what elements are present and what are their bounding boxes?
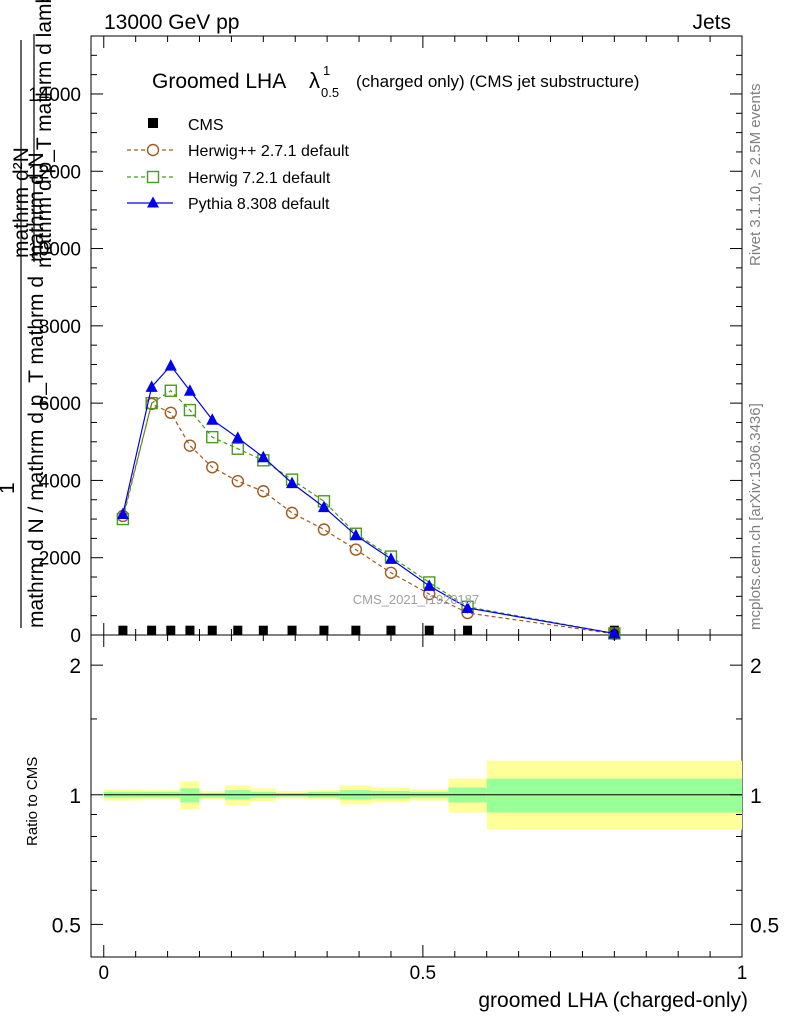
legend: CMS Herwig++ 2.7.1 default Herwig 7.2.1 …	[127, 117, 350, 213]
data-point-pythia-8-308-default	[164, 359, 177, 371]
series-pythia-8-308-default	[116, 359, 621, 639]
title-main: Groomed LHA	[152, 70, 286, 93]
main-axis-ticks: 0 2000 4000 6000 8000 10000 12000 14000	[28, 35, 743, 647]
title-subscript: 0.5	[321, 85, 339, 100]
data-point-herwig-7-2-1-default	[164, 384, 177, 397]
data-point-cms	[258, 625, 268, 635]
data-point-cms	[351, 625, 361, 635]
data-point-pythia-8-308-default	[423, 579, 436, 591]
data-point-cms	[185, 625, 195, 635]
data-point-cms	[233, 625, 243, 635]
ratio-ytick-label-right: 0.5	[750, 914, 779, 937]
mcplots-credit-text: mcplots.cern.ch [arXiv:1306.3436]	[747, 403, 764, 630]
ratio-ytick-label-left: 1	[69, 785, 81, 808]
ratio-ytick-label-left: 0.5	[52, 914, 81, 937]
legend-label-cms: CMS	[188, 117, 224, 134]
data-point-pythia-8-308-default	[257, 450, 270, 463]
x-tick-label: 0	[98, 963, 109, 984]
ylabel-top-denominator: mathrm d p_T mathrm d lambda	[33, 0, 56, 268]
data-point-cms	[287, 625, 297, 635]
ratio-ytick-label-right: 1	[750, 785, 762, 808]
analysis-watermark: CMS_2021_I1920187	[353, 592, 480, 607]
ratio-axis-ticks: 0.5 0.5 1 1 2 2 0 0.5 1	[52, 635, 779, 984]
data-point-cms	[147, 625, 157, 635]
data-point-pythia-8-308-default	[286, 476, 299, 489]
series-herwig-2-7-1-default	[116, 397, 621, 641]
ratio-band-inner	[486, 778, 742, 813]
main-ytick-label: 6000	[39, 394, 81, 415]
main-ytick-label: 10000	[28, 240, 81, 261]
data-point-herwig-2-7-1-default	[257, 485, 270, 498]
data-point-herwig-7-2-1-default	[183, 403, 197, 417]
data-point-cms	[118, 625, 128, 635]
data-point-herwig-2-7-1-default	[349, 543, 363, 556]
data-point-cms	[463, 625, 473, 635]
data-point-pythia-8-308-default	[116, 507, 129, 520]
data-point-herwig-2-7-1-default	[384, 566, 398, 579]
legend-label-herwigpp: Herwig++ 2.7.1 default	[188, 143, 350, 160]
legend-label-pythia: Pythia 8.308 default	[188, 196, 330, 213]
main-ytick-label: 4000	[39, 471, 81, 492]
ratio-y-label: Ratio to CMS	[24, 757, 41, 846]
header-left: 13000 GeV pp	[104, 11, 239, 34]
legend-marker-pythia	[147, 196, 159, 208]
data-point-herwig-2-7-1-default	[183, 439, 197, 452]
main-series-layer	[116, 359, 621, 641]
main-ytick-label: 8000	[39, 317, 81, 338]
data-point-herwig-2-7-1-default	[231, 474, 244, 488]
data-point-cms	[386, 625, 396, 635]
data-point-pythia-8-308-default	[349, 528, 362, 541]
ylabel-bottom-denominator: mathrm d N	[25, 152, 48, 262]
header-right: Jets	[692, 11, 731, 34]
data-point-cms	[319, 625, 329, 635]
data-point-herwig-2-7-1-default	[206, 461, 219, 474]
main-ytick-label: 0	[70, 626, 81, 647]
data-point-herwig-2-7-1-default	[317, 523, 331, 536]
legend-marker-cms	[148, 118, 158, 128]
title-lambda: λ	[309, 68, 320, 93]
data-point-herwig-2-7-1-default	[285, 506, 299, 520]
data-point-cms	[207, 625, 217, 635]
x-tick-label: 0.5	[410, 963, 436, 984]
data-point-pythia-8-308-default	[231, 431, 244, 443]
main-ytick-label: 12000	[28, 162, 81, 183]
legend-label-herwig7: Herwig 7.2.1 default	[188, 170, 331, 187]
ratio-ytick-label-left: 2	[69, 655, 81, 678]
data-point-pythia-8-308-default	[384, 552, 397, 564]
x-tick-label: 1	[737, 963, 748, 984]
legend-marker-herwigpp	[146, 143, 160, 157]
ylabel-one: 1	[0, 482, 19, 494]
data-point-herwig-7-2-1-default	[231, 442, 244, 455]
title-rest: (charged only) (CMS jet substructure)	[356, 72, 639, 91]
main-ytick-label: 14000	[28, 85, 81, 106]
data-point-cms	[424, 625, 434, 635]
main-y-label: mathrm d²N mathrm d p_T mathrm d lambda …	[0, 0, 56, 628]
rivet-version-text: Rivet 3.1.10, ≥ 2.5M events	[747, 84, 764, 267]
ratio-band-inner	[180, 788, 200, 803]
data-point-cms	[166, 625, 176, 635]
series-cms	[118, 625, 619, 635]
data-point-pythia-8-308-default	[317, 500, 330, 513]
data-point-pythia-8-308-default	[206, 413, 219, 425]
data-point-herwig-7-2-1-default	[206, 430, 219, 444]
data-point-pythia-8-308-default	[608, 626, 621, 639]
series-line-herwig-2-7-1-default	[122, 403, 615, 635]
x-axis-label: groomed LHA (charged-only)	[478, 989, 748, 1012]
data-point-herwig-7-2-1-default	[145, 396, 158, 410]
legend-marker-herwig7	[146, 170, 160, 184]
title-superscript: 1	[323, 63, 330, 78]
main-ytick-label: 2000	[39, 549, 81, 570]
chart-title: Groomed LHA λ 1 0.5 (charged only) (CMS …	[152, 63, 639, 100]
data-point-pythia-8-308-default	[461, 601, 474, 613]
data-point-pythia-8-308-default	[183, 384, 196, 396]
ratio-ytick-label-right: 2	[750, 655, 762, 678]
ylabel-bottom-numerator: mathrm d N / mathrm d p_T mathrm d	[25, 276, 48, 628]
data-point-herwig-2-7-1-default	[164, 406, 177, 419]
data-point-pythia-8-308-default	[145, 380, 158, 392]
